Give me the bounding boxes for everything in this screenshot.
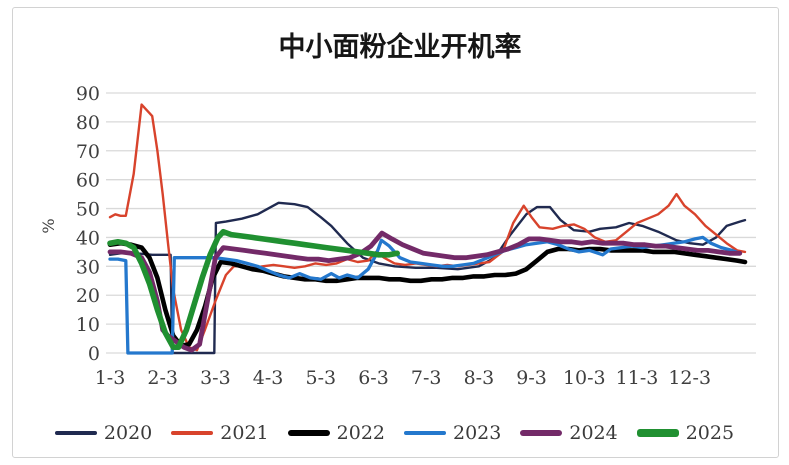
- y-tick-label-30: 30: [76, 256, 100, 278]
- y-tick-label-80: 80: [76, 112, 100, 134]
- y-tick-label-40: 40: [76, 227, 100, 249]
- legend-swatch-2021: [171, 431, 214, 435]
- legend-label-2025: 2025: [685, 421, 735, 444]
- x-tick-label-11-3: 11-3: [616, 367, 659, 389]
- chart-title: 中小面粉企业开机率: [279, 31, 522, 63]
- series-line-2024: [107, 230, 743, 353]
- x-tick-label-5-3: 5-3: [305, 367, 336, 389]
- y-tick-label-70: 70: [76, 141, 100, 163]
- y-tick-labels: 0 10 20 30 40 50 60 70 80 90: [76, 83, 100, 365]
- x-tick-label-9-3: 9-3: [516, 367, 547, 389]
- x-tick-label-10-3: 10-3: [563, 367, 606, 389]
- y-axis-unit-label: %: [39, 218, 58, 233]
- legend-label-2020: 2020: [103, 421, 153, 444]
- legend-item-2022: 2022: [287, 421, 385, 444]
- series-line-2023: [108, 235, 742, 355]
- x-tick-label-2-3: 2-3: [147, 367, 178, 389]
- legend: 2020 2021 2022 2023 2024 2025: [0, 415, 789, 451]
- x-tick-label-4-3: 4-3: [253, 367, 284, 389]
- data-series-lines: [107, 103, 748, 355]
- x-tick-labels: 1-3 2-3 3-3 4-3 5-3 6-3 7-3 8-3 9-3 10-3 11-3 12-3: [95, 367, 711, 389]
- legend-swatch-2023: [404, 430, 446, 436]
- series-line-2022: [107, 240, 748, 349]
- chart-border-frame: [12, 7, 779, 458]
- y-tick-label-90: 90: [76, 83, 100, 105]
- legend-item-2020: 2020: [54, 421, 153, 444]
- series-line-2020: [108, 201, 747, 355]
- legend-label-2023: 2023: [453, 421, 502, 444]
- legend-item-2024: 2024: [520, 421, 618, 444]
- legend-item-2021: 2021: [171, 421, 269, 444]
- x-tick-label-3-3: 3-3: [200, 367, 231, 389]
- series-line-2021: [108, 103, 747, 352]
- legend-swatch-2024: [520, 429, 563, 437]
- legend-swatch-2022: [287, 429, 330, 437]
- legend-label-2021: 2021: [220, 421, 269, 444]
- y-tick-label-20: 20: [76, 285, 100, 307]
- legend-swatch-2020: [54, 431, 97, 435]
- x-tick-label-12-3: 12-3: [668, 367, 711, 389]
- series-line-2025: [107, 228, 401, 351]
- x-tick-label-1-3: 1-3: [95, 367, 126, 389]
- y-tick-label-60: 60: [76, 170, 100, 192]
- legend-item-2025: 2025: [636, 421, 735, 444]
- legend-swatch-2025: [636, 429, 679, 437]
- y-tick-label-10: 10: [76, 314, 100, 336]
- x-tick-label-6-3: 6-3: [358, 367, 389, 389]
- legend-item-2023: 2023: [404, 421, 502, 444]
- legend-label-2022: 2022: [336, 421, 385, 444]
- y-tick-label-0: 0: [88, 343, 100, 365]
- legend-label-2024: 2024: [569, 421, 618, 444]
- x-tick-label-7-3: 7-3: [411, 367, 442, 389]
- y-tick-label-50: 50: [76, 199, 100, 221]
- x-tick-label-8-3: 8-3: [464, 367, 495, 389]
